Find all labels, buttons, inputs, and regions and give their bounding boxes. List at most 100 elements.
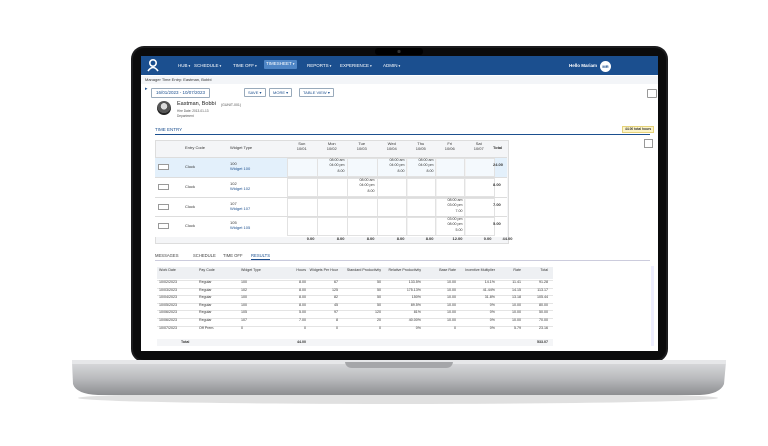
- results-cell: 5.00: [299, 310, 306, 315]
- time-value: 8.00: [367, 188, 375, 193]
- add-remove[interactable]: [158, 204, 169, 210]
- day-date: 10/05: [415, 146, 426, 151]
- row-total: 7.00: [493, 202, 501, 207]
- col-header: Entry Code: [185, 145, 206, 150]
- toolbar-button[interactable]: TABLE VIEW: [299, 88, 334, 97]
- nav-item[interactable]: EXPERIENCE: [338, 62, 374, 71]
- nav-item[interactable]: TIME OFF: [231, 62, 259, 71]
- day-name: Mon: [327, 141, 336, 146]
- nav-item[interactable]: REPORTS: [305, 62, 333, 71]
- day-cell[interactable]: [287, 178, 318, 197]
- results-cell: 50: [377, 302, 381, 307]
- day-cell[interactable]: [377, 178, 408, 197]
- widget-name: Widget 102: [230, 186, 251, 191]
- nav-item[interactable]: HUB: [176, 62, 192, 71]
- day-cell[interactable]: [347, 217, 378, 236]
- day-cell[interactable]: [435, 178, 466, 197]
- day-cell[interactable]: [317, 178, 348, 197]
- results-cell: 0: [454, 325, 456, 330]
- settings-button[interactable]: [644, 139, 653, 148]
- results-cell: 45: [334, 302, 338, 307]
- hire-date: Hire Date: 2013-01-13: [177, 109, 209, 113]
- results-cell: 10.00: [447, 318, 456, 322]
- time-value: 03:00 pm: [447, 217, 463, 221]
- results-cell: 50.00: [539, 310, 548, 315]
- time-value: 8.00: [426, 168, 434, 173]
- day-cell[interactable]: [406, 198, 437, 217]
- divider: [155, 260, 650, 261]
- day-cell[interactable]: [435, 158, 466, 177]
- results-cell: 100: [241, 302, 247, 307]
- sidebar-toggle[interactable]: ▸: [145, 86, 148, 92]
- row-total: 24.00: [493, 162, 504, 167]
- bottom-tab[interactable]: TIME OFF: [223, 253, 243, 258]
- results-header-bg: [157, 267, 553, 279]
- entry-code[interactable]: Clock: [185, 164, 196, 169]
- results-cell: 50: [377, 295, 381, 300]
- footer-total: 12.00: [452, 236, 463, 241]
- results-cell: 8.00: [299, 302, 306, 307]
- day-cell[interactable]: [347, 198, 378, 217]
- entry-code[interactable]: Clock: [185, 223, 196, 228]
- date-range[interactable]: 16/01/2023 - 10/07/2023: [151, 88, 211, 98]
- results-cell: 125: [332, 287, 338, 292]
- results-cell: 31.8%: [484, 295, 495, 300]
- day-cell[interactable]: [377, 217, 408, 236]
- day-cell[interactable]: [406, 178, 437, 197]
- screen: ▸ HUBSCHEDULETIME OFFTIMESHEETREPORTSEXP…: [141, 56, 658, 351]
- results-cell: 105: [241, 310, 247, 315]
- nav-item[interactable]: SCHEDULE: [192, 62, 223, 71]
- results-cell: 10.00: [512, 318, 521, 322]
- print-button[interactable]: [647, 89, 657, 98]
- results-cell: 102: [241, 287, 247, 292]
- add-remove[interactable]: [158, 164, 169, 170]
- day-date: 10/02: [326, 146, 337, 151]
- day-cell[interactable]: [317, 198, 348, 217]
- widget-name: Widget 100: [230, 166, 251, 171]
- department: Department: [177, 114, 194, 118]
- results-col-header: Base Rate: [439, 268, 456, 272]
- results-cell: 5.79: [514, 325, 521, 330]
- day-date: 10/04: [386, 146, 397, 151]
- day-cell[interactable]: [464, 217, 495, 236]
- bottom-tab[interactable]: MESSAGES: [155, 253, 179, 258]
- day-cell[interactable]: [464, 158, 495, 177]
- day-cell[interactable]: [287, 198, 318, 217]
- day-cell[interactable]: [287, 158, 318, 177]
- results-cell: 100: [241, 280, 247, 284]
- day-name: Tue: [358, 141, 366, 146]
- day-cell[interactable]: [287, 217, 318, 236]
- day-cell[interactable]: [406, 217, 437, 236]
- day-cell[interactable]: [347, 158, 378, 177]
- results-cell: 40.00%: [408, 318, 421, 322]
- bottom-tab[interactable]: SCHEDULE: [193, 253, 216, 258]
- add-remove[interactable]: [158, 223, 169, 229]
- entry-code[interactable]: Clock: [185, 184, 196, 189]
- day-date: 10/01: [296, 146, 307, 151]
- day-cell[interactable]: [317, 217, 348, 236]
- results-col-header: Incentive Multiplier: [465, 268, 495, 272]
- footer-total: 0.00: [483, 236, 492, 241]
- toolbar-button[interactable]: MORE: [269, 88, 293, 97]
- day-cell[interactable]: [377, 198, 408, 217]
- toolbar-button[interactable]: SAVE: [244, 88, 266, 97]
- results-cell: 0%: [489, 325, 495, 330]
- results-col-header: Widget Type: [241, 268, 261, 272]
- avatar[interactable]: MR: [600, 60, 611, 72]
- col-header: Widget Type: [230, 145, 253, 150]
- results-cell: 10/06/2023: [159, 310, 177, 315]
- day-cell[interactable]: [464, 178, 495, 197]
- widget-name: Widget 107: [230, 206, 251, 211]
- nav-item[interactable]: ADMIN: [381, 62, 402, 71]
- entry-code[interactable]: Clock: [185, 204, 196, 209]
- add-remove[interactable]: [158, 184, 169, 190]
- time-value: 08:00 am: [329, 158, 345, 162]
- subheader: [141, 76, 658, 84]
- time-value: 04:00 pm: [418, 163, 434, 168]
- section-tab: TIME ENTRY: [155, 127, 183, 132]
- scrollbar: [651, 266, 654, 346]
- day-cell[interactable]: [464, 198, 495, 217]
- time-value: 04:00 pm: [359, 183, 375, 188]
- bottom-tab[interactable]: RESULTS: [251, 253, 271, 261]
- nav-item[interactable]: TIMESHEET: [264, 60, 297, 69]
